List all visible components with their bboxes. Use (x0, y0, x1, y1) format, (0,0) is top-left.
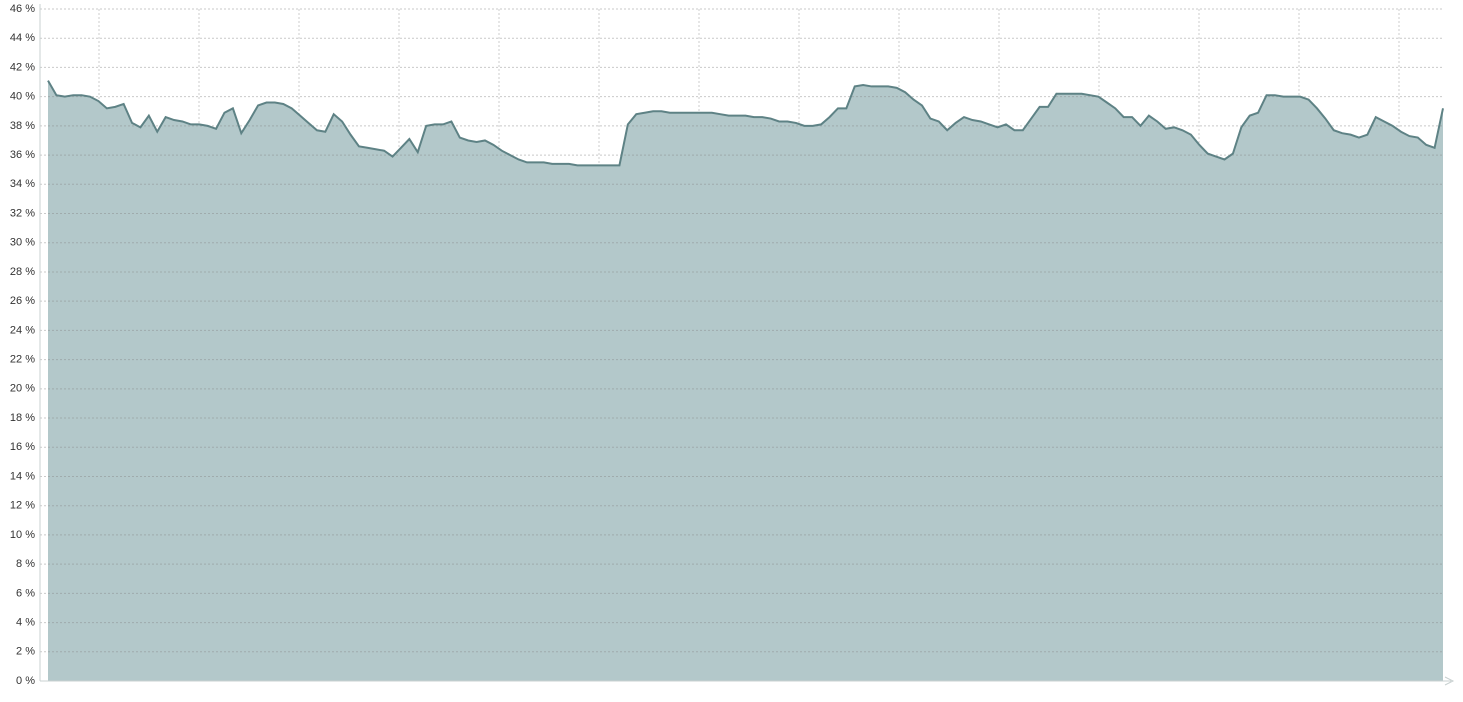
area-line (47, 80, 1444, 167)
y-tick-label: 44 % (10, 32, 35, 44)
y-tick-label: 34 % (10, 178, 35, 190)
y-tick-label: 38 % (10, 120, 35, 132)
y-tick-label: 10 % (10, 529, 35, 541)
area-fill (48, 80, 1443, 681)
y-tick-label: 14 % (10, 470, 35, 482)
y-tick-label: 26 % (10, 295, 35, 307)
y-tick-label: 20 % (10, 383, 35, 395)
y-tick-label: 18 % (10, 412, 35, 424)
y-tick-label: 36 % (10, 149, 35, 161)
y-tick-label: 28 % (10, 266, 35, 278)
y-tick-label: 42 % (10, 61, 35, 73)
y-tick-label: 0 % (16, 675, 35, 687)
y-tick-label: 40 % (10, 91, 35, 103)
y-tick-label: 16 % (10, 441, 35, 453)
y-tick-label: 2 % (16, 646, 35, 658)
y-tick-label: 46 % (10, 3, 35, 15)
y-tick-label: 8 % (16, 558, 35, 570)
y-tick-label: 4 % (16, 616, 35, 628)
y-tick-label: 22 % (10, 354, 35, 366)
y-tick-label: 30 % (10, 237, 35, 249)
y-tick-label: 32 % (10, 207, 35, 219)
y-tick-label: 12 % (10, 500, 35, 512)
y-tick-label: 6 % (16, 587, 35, 599)
y-tick-label: 24 % (10, 324, 35, 336)
x-axis-arrow (1444, 676, 1455, 686)
